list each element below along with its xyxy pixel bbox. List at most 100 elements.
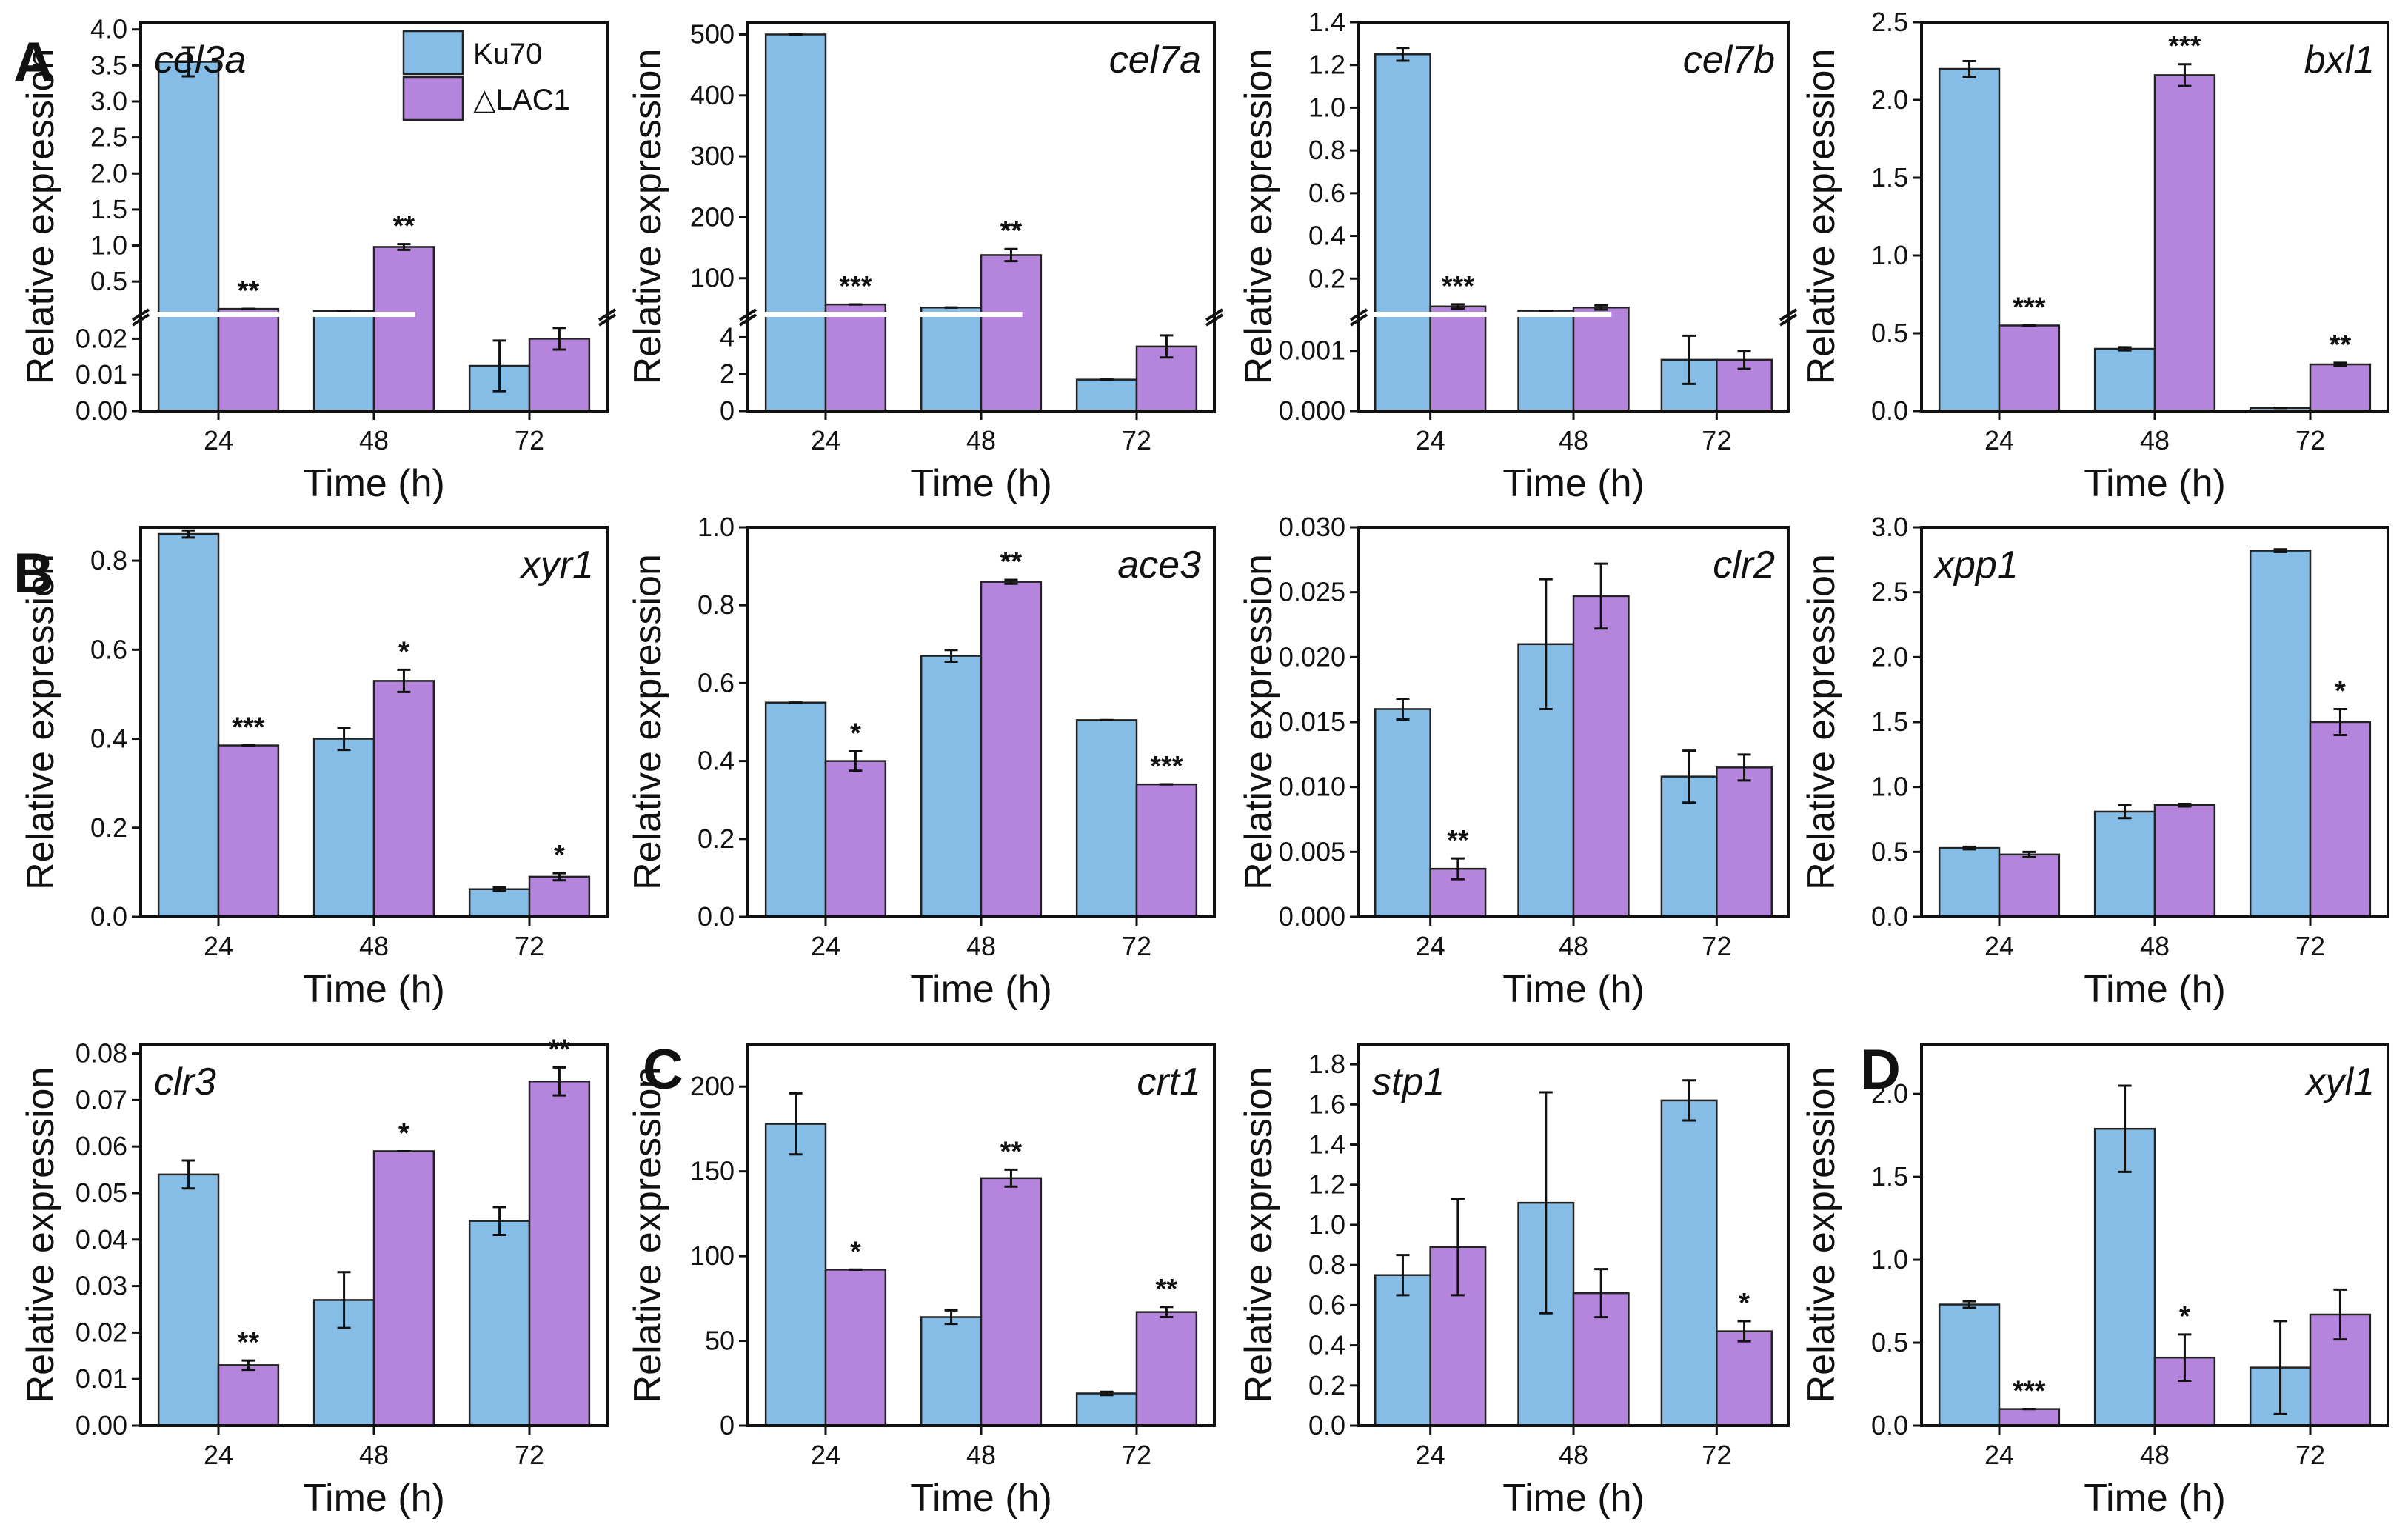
y-axis-title: Relative expression	[1237, 49, 1280, 385]
bar-Ku70-72	[1075, 1392, 1138, 1427]
bar-Ku70-24	[157, 532, 220, 918]
x-tick-label: 24	[1416, 425, 1445, 455]
bar-Ku70-24	[1374, 1274, 1431, 1427]
bar-△LAC1-24	[1998, 324, 2061, 413]
chart-title: ace3	[1117, 544, 1201, 587]
y-tick-label: 0.01	[76, 359, 127, 390]
y-tick-label: 0.06	[76, 1131, 127, 1161]
chart-panel-clr3: *****0.000.010.020.030.040.050.060.070.0…	[19, 1034, 609, 1520]
bar-Ku70-24	[764, 33, 827, 413]
x-tick-label: 72	[1122, 425, 1151, 455]
x-tick-label: 72	[1122, 1440, 1151, 1470]
significance-label: **	[1156, 1274, 1178, 1305]
bar-△LAC1-48	[372, 1150, 435, 1427]
y-tick-label: 0.5	[1871, 318, 1908, 348]
y-tick-label: 1.0	[90, 230, 127, 261]
chart-title: cel7b	[1683, 39, 1775, 81]
bar-△LAC1-24	[824, 760, 887, 918]
y-tick-label: 0.00	[76, 395, 127, 426]
y-tick-label: 0.02	[76, 1317, 127, 1347]
y-tick-label: 0.5	[1871, 1327, 1908, 1357]
bar-△LAC1-24	[824, 303, 887, 413]
bar-△LAC1-48	[372, 246, 435, 413]
y-axis-title: Relative expression	[626, 49, 669, 385]
y-tick-label: 0.6	[1308, 178, 1345, 208]
significance-label: **	[393, 211, 415, 242]
bar-△LAC1-72	[1135, 1311, 1198, 1427]
x-tick-label: 48	[359, 1440, 389, 1470]
significance-label: *	[2335, 675, 2346, 707]
significance-label: ***	[1150, 751, 1183, 782]
x-axis-title: Time (h)	[910, 462, 1052, 505]
legend: Ku70 △LAC1	[402, 30, 570, 121]
y-tick-label: 1.5	[1871, 162, 1908, 193]
y-tick-label: 0.6	[698, 667, 735, 698]
x-tick-label: 24	[811, 1440, 840, 1470]
y-tick-label: 0.07	[76, 1084, 127, 1115]
y-tick-label: 0.010	[1279, 772, 1345, 802]
y-tick-label: 0.000	[1279, 901, 1345, 932]
bar-△LAC1-24	[217, 307, 280, 413]
significance-label: **	[549, 1034, 571, 1065]
y-tick-label: 0.5	[90, 266, 127, 296]
chart-title: crt1	[1137, 1061, 1201, 1103]
axis-break-gap	[1360, 312, 1612, 317]
y-axis-title: Relative expression	[19, 554, 62, 890]
x-axis-title: Time (h)	[910, 968, 1052, 1011]
y-tick-label: 0.0	[1871, 901, 1908, 932]
y-axis-title: Relative expression	[1800, 554, 1843, 890]
x-tick-label: 24	[811, 931, 840, 961]
y-tick-label: 0.0	[1871, 395, 1908, 426]
bar-Ku70-72	[1075, 378, 1138, 413]
x-tick-label: 72	[1702, 425, 1731, 455]
x-tick-label: 72	[2295, 425, 2325, 455]
x-axis-title: Time (h)	[303, 968, 445, 1011]
x-tick-label: 72	[1702, 931, 1731, 961]
x-tick-label: 24	[1984, 425, 2014, 455]
y-axis-title: Relative expression	[1800, 49, 1843, 385]
bar-Ku70-72	[468, 888, 531, 918]
y-tick-label: 0.6	[90, 634, 127, 664]
chart-title: clr2	[1713, 544, 1775, 587]
x-tick-label: 48	[2140, 931, 2170, 961]
x-axis-title: Time (h)	[2084, 462, 2226, 505]
x-axis-title: Time (h)	[910, 1477, 1052, 1520]
y-tick-label: 0.04	[76, 1224, 127, 1255]
y-tick-label: 1.2	[1308, 1169, 1345, 1200]
significance-label: **	[238, 1327, 260, 1358]
bar-Ku70-48	[1517, 310, 1575, 413]
chart-panel-stp1: * 0.0 0.2 0.4 0.6 0.8 1.0 1.2 1.4 1.6 1.8 24 48 72 Tim…	[1237, 1043, 1790, 1520]
y-tick-label: 0.0	[698, 901, 735, 932]
bar-△LAC1-72	[1716, 1330, 1773, 1427]
y-tick-label: 0.4	[90, 724, 127, 754]
y-tick-label: 1.0	[1308, 1209, 1345, 1240]
y-tick-label: 0.005	[1279, 836, 1345, 866]
y-tick-label: 1.4	[1308, 1129, 1345, 1160]
y-tick-label: 0.03	[76, 1271, 127, 1301]
y-tick-label: 2.0	[90, 158, 127, 188]
bar-△LAC1-72	[528, 875, 591, 918]
y-tick-label: 0.2	[698, 824, 735, 854]
y-tick-label: 0.01	[76, 1363, 127, 1394]
y-tick-label: 100	[690, 1240, 735, 1271]
bar-Ku70-72	[2249, 550, 2312, 918]
legend-swatch-0	[402, 30, 464, 76]
y-tick-label: 100	[690, 263, 735, 293]
bar-△LAC1-72	[1135, 783, 1198, 918]
y-tick-label: 2.5	[90, 122, 127, 153]
significance-label: ***	[839, 271, 872, 302]
x-tick-label: 24	[204, 425, 233, 455]
bar-△LAC1-24	[217, 744, 280, 918]
bar-△LAC1-24	[1998, 853, 2061, 918]
chart-title: cel3a	[154, 39, 246, 81]
significance-label: **	[1000, 216, 1023, 247]
x-tick-label: 24	[1984, 1440, 2014, 1470]
x-tick-label: 24	[204, 1440, 233, 1470]
y-tick-label: 0.025	[1279, 577, 1345, 607]
y-axis-title: Relative expression	[1800, 1067, 1843, 1403]
y-tick-label: 1.4	[1308, 7, 1345, 37]
bar-Ku70-72	[1660, 1099, 1718, 1427]
